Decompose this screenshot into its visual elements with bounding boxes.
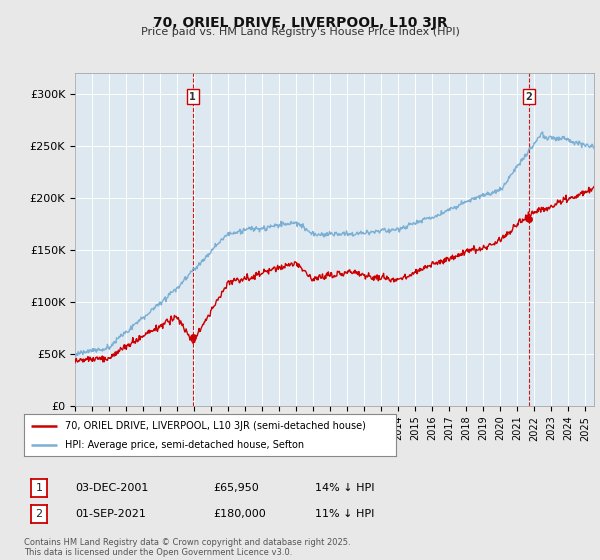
Text: 2: 2 (526, 92, 532, 102)
Text: 2: 2 (35, 509, 43, 519)
Text: 03-DEC-2001: 03-DEC-2001 (75, 483, 148, 493)
Text: Contains HM Land Registry data © Crown copyright and database right 2025.
This d: Contains HM Land Registry data © Crown c… (24, 538, 350, 557)
Text: 70, ORIEL DRIVE, LIVERPOOL, L10 3JR (semi-detached house): 70, ORIEL DRIVE, LIVERPOOL, L10 3JR (sem… (65, 421, 366, 431)
Text: 11% ↓ HPI: 11% ↓ HPI (315, 509, 374, 519)
Text: £180,000: £180,000 (213, 509, 266, 519)
Text: £65,950: £65,950 (213, 483, 259, 493)
Text: 1: 1 (35, 483, 43, 493)
Text: 14% ↓ HPI: 14% ↓ HPI (315, 483, 374, 493)
Text: 70, ORIEL DRIVE, LIVERPOOL, L10 3JR: 70, ORIEL DRIVE, LIVERPOOL, L10 3JR (152, 16, 448, 30)
Text: 1: 1 (190, 92, 196, 102)
Text: 01-SEP-2021: 01-SEP-2021 (75, 509, 146, 519)
Text: Price paid vs. HM Land Registry's House Price Index (HPI): Price paid vs. HM Land Registry's House … (140, 27, 460, 37)
Text: HPI: Average price, semi-detached house, Sefton: HPI: Average price, semi-detached house,… (65, 440, 304, 450)
